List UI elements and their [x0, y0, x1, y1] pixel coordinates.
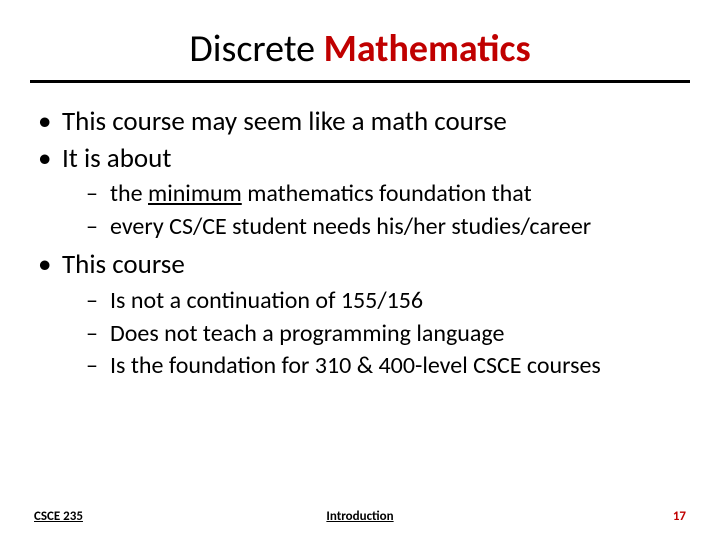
slide-title: Discrete Mathematics [30, 26, 690, 83]
footer-course-code: CSCE 235 [34, 509, 83, 524]
bullet-list: This course may seem like a math course … [34, 105, 690, 382]
bullet-text: It is about [62, 142, 171, 175]
footer-page-number: 17 [673, 509, 686, 524]
slide-body: This course may seem like a math course … [30, 105, 690, 382]
sub-bullet-underline: minimum [148, 179, 242, 208]
sub-bullet-list: Is not a continuation of 155/156 Does no… [62, 285, 690, 382]
sub-bullet-text: every CS/CE student needs his/her studie… [110, 212, 591, 241]
bullet-text: This course [62, 248, 185, 281]
bullet-item: It is about the minimum mathematics foun… [34, 142, 690, 243]
sub-bullet-text: mathematics foundation that [242, 179, 532, 208]
bullet-text: This course may seem like a math course [62, 105, 507, 138]
sub-bullet-item: Is the foundation for 310 & 400-level CS… [62, 350, 690, 382]
sub-bullet-text: the [110, 179, 148, 208]
slide-footer: CSCE 235 Introduction 17 [0, 509, 720, 524]
sub-bullet-text: Is not a continuation of 155/156 [110, 286, 423, 315]
footer-section: Introduction [326, 509, 393, 524]
title-word-mathematics: Mathematics [324, 26, 531, 72]
sub-bullet-list: the minimum mathematics foundation that … [62, 178, 690, 242]
sub-bullet-item: every CS/CE student needs his/her studie… [62, 211, 690, 243]
slide: Discrete Mathematics This course may see… [0, 0, 720, 540]
bullet-item: This course Is not a continuation of 155… [34, 248, 690, 382]
sub-bullet-text: Is the foundation for 310 & 400-level CS… [110, 351, 601, 380]
title-word-discrete: Discrete [189, 26, 323, 72]
sub-bullet-item: Is not a continuation of 155/156 [62, 285, 690, 317]
sub-bullet-item: Does not teach a programming language [62, 318, 690, 350]
sub-bullet-item: the minimum mathematics foundation that [62, 178, 690, 210]
bullet-item: This course may seem like a math course [34, 105, 690, 140]
sub-bullet-text: Does not teach a programming language [110, 319, 504, 348]
